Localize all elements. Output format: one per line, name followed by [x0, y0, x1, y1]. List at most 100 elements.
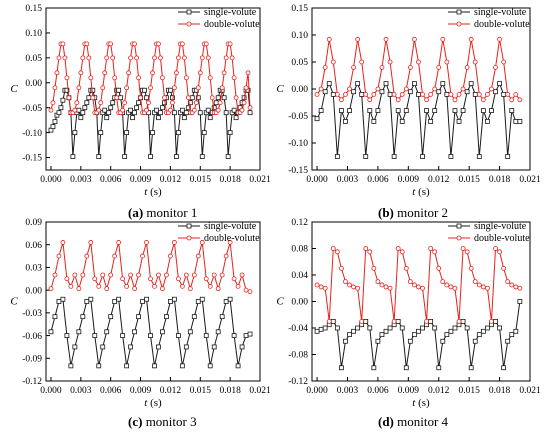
- data-point: [108, 41, 114, 47]
- x-axis-label-var: t: [412, 397, 416, 409]
- x-tick-label: 0.012: [428, 386, 450, 396]
- data-point: [444, 59, 450, 65]
- data-point: [152, 55, 157, 61]
- caption-a: (a) monitor 1: [128, 205, 197, 221]
- data-point: [124, 85, 130, 91]
- data-point: [108, 314, 114, 320]
- data-point: [106, 110, 112, 116]
- x-axis-label-unit: (s): [147, 397, 162, 409]
- data-point: [318, 86, 324, 92]
- x-tick-label: 0.015: [458, 175, 480, 185]
- legend-label: single-volute: [204, 221, 257, 232]
- data-point: [416, 284, 421, 290]
- data-point: [485, 92, 490, 97]
- data-point: [80, 55, 86, 61]
- data-point: [339, 108, 344, 113]
- data-point: [371, 119, 377, 124]
- data-point: [175, 130, 181, 136]
- data-point: [395, 246, 401, 251]
- data-point: [173, 154, 179, 159]
- data-point: [84, 41, 90, 47]
- data-point: [444, 332, 450, 338]
- y-tick-label: -0.15: [22, 154, 42, 164]
- data-point: [493, 318, 498, 324]
- data-point: [181, 55, 187, 61]
- data-point: [209, 95, 215, 101]
- data-point: [412, 282, 417, 288]
- data-point: [347, 282, 352, 288]
- data-point: [239, 272, 245, 278]
- y-tick-label: 0.06: [25, 241, 42, 251]
- data-point: [108, 272, 114, 278]
- chart-panel-c: 0.090.060.030.00-0.03-0.06-0.09-0.120.00…: [10, 218, 271, 409]
- data-point: [136, 314, 141, 320]
- data-point: [330, 318, 336, 324]
- data-point: [98, 100, 104, 106]
- x-tick-label: 0.021: [519, 386, 541, 396]
- data-point: [347, 86, 352, 92]
- data-point: [399, 249, 405, 255]
- data-point: [120, 333, 126, 338]
- y-tick-label: 0.00: [25, 286, 42, 296]
- data-point: [339, 97, 344, 103]
- data-point: [448, 154, 454, 159]
- data-point: [318, 326, 324, 332]
- data-point: [436, 65, 442, 70]
- data-point: [501, 92, 507, 97]
- caption-c: (c) monitor 3: [128, 414, 197, 430]
- data-point: [52, 272, 58, 278]
- data-point: [379, 332, 385, 338]
- y-tick-label: -0.04: [288, 324, 308, 334]
- data-point: [472, 59, 478, 65]
- data-point: [375, 338, 381, 344]
- data-point: [162, 95, 167, 101]
- data-point: [221, 95, 227, 101]
- data-point: [140, 299, 145, 304]
- data-point: [203, 333, 209, 338]
- data-point: [233, 115, 239, 121]
- data-point: [76, 107, 82, 113]
- data-point: [112, 75, 118, 81]
- data-point: [493, 89, 498, 95]
- series-single-volute-d: [314, 299, 523, 371]
- data-point: [183, 272, 189, 278]
- y-axis-label-b: C: [276, 83, 284, 95]
- data-point: [116, 87, 122, 93]
- x-tick-label: 0.006: [367, 175, 389, 185]
- data-point: [452, 325, 458, 331]
- data-point: [104, 55, 110, 61]
- data-point: [156, 41, 161, 47]
- data-point: [497, 81, 502, 86]
- data-point: [509, 332, 515, 338]
- y-axis-label-a: C: [10, 83, 18, 95]
- data-point: [124, 283, 130, 289]
- data-point: [64, 75, 70, 81]
- caption-d-text: monitor 4: [393, 414, 449, 429]
- data-point: [108, 105, 114, 111]
- data-point: [58, 105, 64, 111]
- data-point: [219, 272, 225, 278]
- data-point: [104, 329, 110, 335]
- data-point: [513, 328, 519, 334]
- data-point: [334, 92, 340, 97]
- data-point: [80, 110, 86, 116]
- x-axis-label-var: t: [412, 186, 416, 198]
- data-point: [88, 75, 94, 81]
- data-point: [509, 97, 515, 103]
- data-point: [440, 338, 446, 344]
- data-point: [505, 338, 511, 344]
- data-point: [326, 318, 332, 324]
- data-point: [223, 299, 229, 304]
- data-point: [219, 85, 225, 91]
- data-point: [203, 41, 209, 47]
- data-point: [468, 36, 474, 42]
- data-point: [448, 284, 454, 290]
- data-point: [207, 115, 213, 121]
- data-point: [239, 344, 245, 350]
- data-point: [343, 119, 348, 124]
- series-line: [316, 39, 521, 101]
- data-point: [343, 92, 348, 97]
- data-point: [136, 272, 141, 278]
- data-point: [509, 282, 515, 288]
- data-point: [322, 325, 328, 331]
